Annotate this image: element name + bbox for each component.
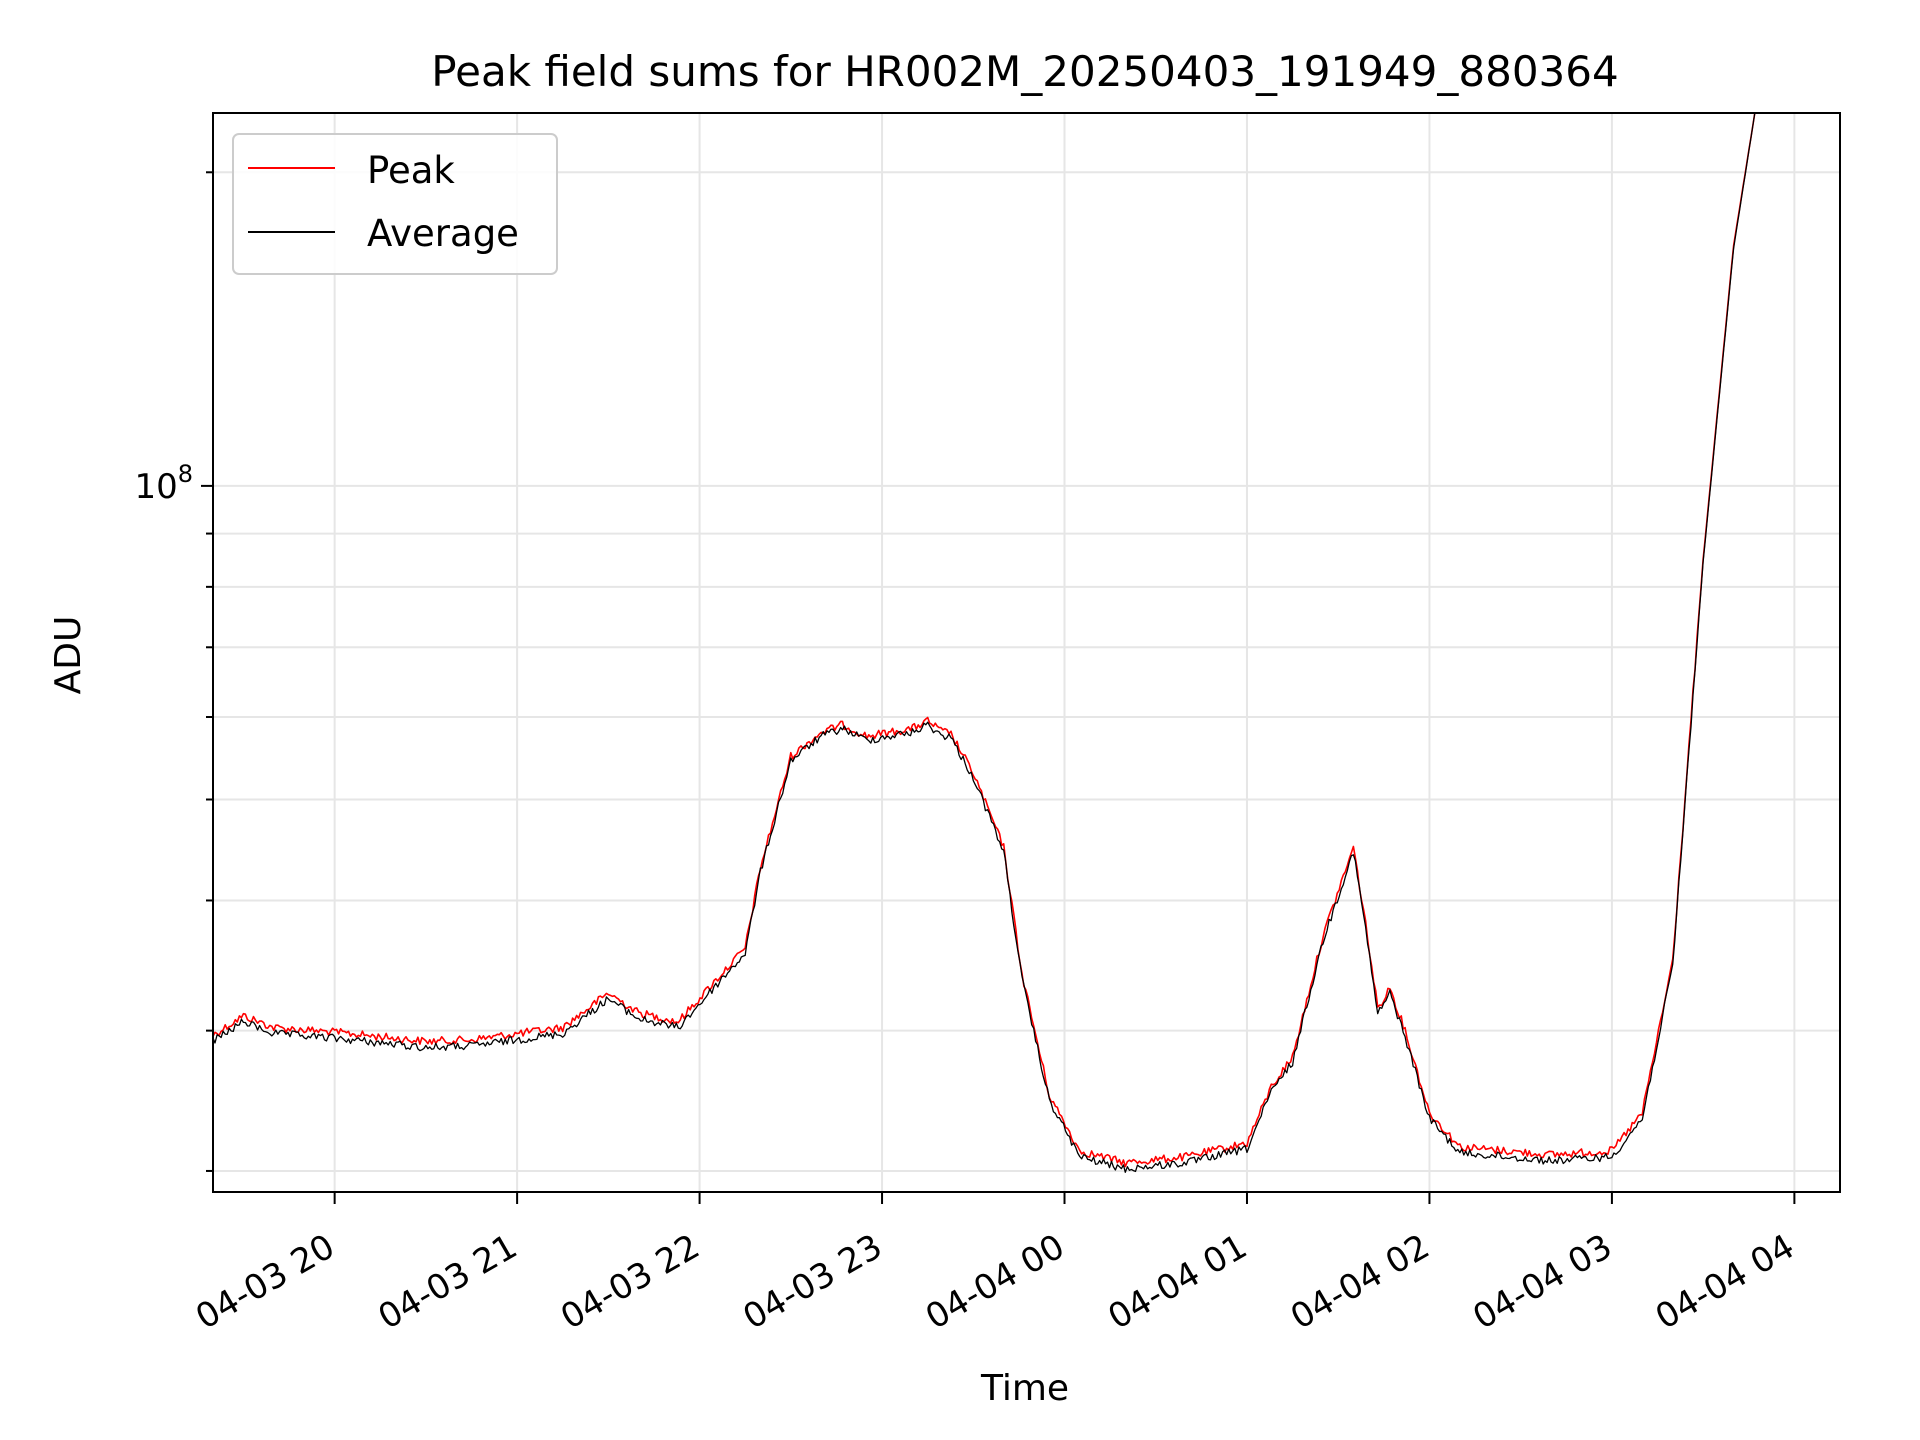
series-line-average [213,113,1756,1173]
x-tick-label: 04-04 03 [1466,1227,1618,1338]
y-axis-label: ADU [48,616,89,695]
x-axis-label: Time [980,1368,1069,1409]
legend: Peak Average [232,133,558,275]
x-tick-label: 04-03 23 [737,1227,889,1338]
legend-peak-label: Peak [367,149,455,192]
series-layer [213,113,1756,1173]
x-tick-label: 04-04 02 [1284,1227,1436,1338]
legend-average-label: Average [367,212,519,255]
x-tick-label: 04-04 01 [1101,1227,1253,1338]
x-tick-label: 04-04 00 [919,1227,1071,1338]
x-tick-label: 04-03 21 [372,1227,524,1338]
grid-layer [213,113,1840,1192]
x-tick-label: 04-04 04 [1649,1227,1801,1338]
x-tick-label: 04-03 22 [554,1227,706,1338]
tick-layer: 04-03 20 04-03 21 04-03 22 04-03 23 04-04 00… [134,171,1801,1338]
x-tick-label: 04-03 20 [189,1227,341,1338]
series-line-peak [213,113,1756,1168]
y-tick-label: 108 [134,460,193,507]
plot-frame [212,112,1841,1193]
chart-title: Peak field sums for HR002M_20250403_1919… [431,47,1618,96]
